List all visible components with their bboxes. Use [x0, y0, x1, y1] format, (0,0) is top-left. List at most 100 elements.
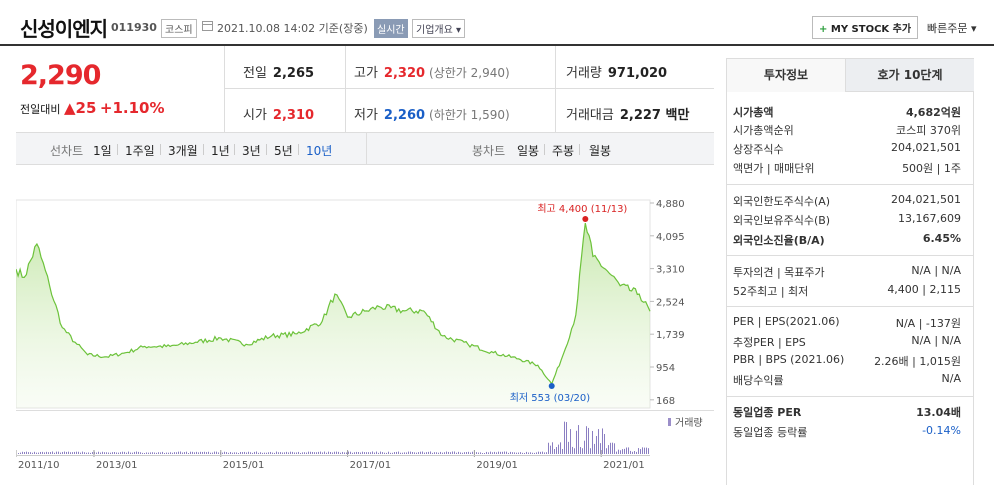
info-label[interactable]: 동일업종 PER — [733, 406, 802, 419]
volume-bar — [546, 452, 547, 454]
volume-bar — [230, 452, 231, 454]
volume-bar — [328, 451, 329, 454]
volume-bar — [492, 452, 493, 454]
volume-legend-label: 거래량 — [675, 417, 703, 429]
volume-bar — [376, 451, 377, 454]
volume-bar — [144, 452, 145, 454]
company-info-dropdown[interactable]: 기업개요 ▾ — [412, 19, 465, 38]
info-label[interactable]: 액면가 | 매매단위 — [733, 162, 815, 175]
period-1w[interactable]: 1주일 — [125, 144, 155, 158]
period-3m[interactable]: 3개월 — [168, 144, 198, 158]
volume-bar — [364, 452, 365, 454]
price-chart[interactable]: 4,880 4,095 3,310 2,524 1,739 954 168 최고 4,400… — [16, 195, 714, 485]
volume-bar — [584, 440, 585, 454]
volume-bar — [416, 452, 417, 454]
info-row: 동일업종 PER 13.04배 — [733, 404, 961, 419]
volume-bar — [258, 452, 259, 454]
info-label[interactable]: 외국인보유주식수(B) — [733, 214, 831, 227]
volume-bar — [558, 444, 559, 454]
volume-bar — [344, 452, 345, 454]
info-label[interactable]: 동일업종 등락률 — [733, 426, 808, 439]
volume-bar — [198, 452, 199, 454]
volume-bar — [524, 452, 525, 454]
info-row: 외국인소진율(B/A) 6.45% — [733, 232, 961, 247]
info-label[interactable]: 외국인소진율(B/A) — [733, 234, 825, 247]
info-label[interactable]: 시가총액 — [733, 106, 774, 119]
period-10y[interactable]: 10년 — [306, 144, 333, 158]
info-label[interactable]: 추정PER | EPS — [733, 336, 806, 349]
volume-bar — [42, 451, 43, 454]
stock-name: 신성이엔지 — [20, 17, 108, 41]
info-label[interactable]: 시가총액순위 — [733, 124, 794, 137]
info-label[interactable]: 투자의견 | 목표주가 — [733, 266, 825, 279]
volume-bar — [644, 447, 645, 454]
section-divider — [727, 255, 974, 256]
stock-code: 011930 — [111, 21, 157, 34]
y-tick-label: 2,524 — [656, 297, 685, 308]
tab-investment-info[interactable]: 투자정보 — [727, 59, 846, 92]
y-tick-label: 168 — [656, 396, 675, 407]
quick-order-button[interactable]: 빠른주문 ▾ — [927, 22, 977, 35]
volume-bar — [358, 452, 359, 454]
volume-bar — [342, 451, 343, 454]
diff-value: ▲25 — [63, 99, 97, 117]
volume-bar — [290, 451, 291, 454]
info-row: 상장주식수 204,021,501 — [733, 141, 961, 156]
volume-bar — [226, 452, 227, 454]
realtime-badge[interactable]: 실시간 — [374, 19, 408, 38]
volume-bar — [202, 451, 203, 454]
volume-bar — [112, 452, 113, 454]
volume-bar — [308, 451, 309, 454]
period-5y[interactable]: 5년 — [274, 144, 293, 158]
volume-bar — [68, 451, 69, 454]
volume-bar — [262, 452, 263, 454]
volume-bar — [346, 452, 347, 454]
period-1d[interactable]: 1일 — [93, 144, 112, 158]
candle-monthly[interactable]: 월봉 — [589, 144, 612, 158]
info-label[interactable]: 배당수익률 — [733, 374, 784, 387]
x-tick-label: 2011/10 — [18, 460, 60, 471]
info-label[interactable]: PER | EPS(2021.06) — [733, 315, 840, 328]
volume-bar — [74, 451, 75, 454]
volume-bar — [384, 452, 385, 454]
min-label: 최저 553 (03/20) — [510, 392, 591, 404]
volume-bar — [332, 452, 333, 454]
x-tick-label: 2021/01 — [603, 460, 645, 471]
volume-bar — [444, 452, 445, 454]
volume-bar — [184, 452, 185, 454]
volume-bar — [402, 452, 403, 454]
info-label[interactable]: 외국인한도주식수(A) — [733, 195, 831, 208]
volume-bar — [278, 452, 279, 454]
volume-bar — [506, 451, 507, 454]
info-label[interactable]: 52주최고 | 최저 — [733, 285, 809, 298]
volume-bar — [218, 452, 219, 454]
volume-bar — [24, 451, 25, 454]
volume-bar — [128, 451, 129, 454]
volume-bar — [590, 448, 591, 454]
add-mystock-button[interactable]: + MY STOCK 추가 — [812, 16, 919, 39]
period-1y[interactable]: 1년 — [211, 144, 230, 158]
volume-bar — [434, 452, 435, 454]
volume-bar — [454, 451, 455, 454]
volume-bar — [170, 452, 171, 454]
info-label[interactable]: PBR | BPS (2021.06) — [733, 353, 845, 366]
trade-amount: 거래대금 2,227 백만 — [566, 108, 690, 123]
volume-bar — [284, 452, 285, 454]
volume-bar — [130, 452, 131, 454]
info-label[interactable]: 상장주식수 — [733, 143, 784, 156]
y-tick-label: 3,310 — [656, 265, 685, 276]
volume-bar — [476, 452, 477, 454]
candle-weekly[interactable]: 주봉 — [552, 144, 575, 158]
volume-bar — [106, 452, 107, 454]
high-price: 고가 2,320 (상한가 2,940) — [354, 66, 510, 81]
volume-bar — [136, 451, 137, 454]
volume-bar — [430, 451, 431, 454]
volume-bar — [532, 452, 533, 454]
volume-bar — [316, 452, 317, 454]
volume-bar — [394, 452, 395, 454]
volume-bar — [634, 451, 635, 454]
volume-bar — [90, 452, 91, 454]
tab-orderbook[interactable]: 호가 10단계 — [846, 59, 974, 92]
period-3y[interactable]: 3년 — [242, 144, 261, 158]
candle-daily[interactable]: 일봉 — [517, 144, 540, 158]
